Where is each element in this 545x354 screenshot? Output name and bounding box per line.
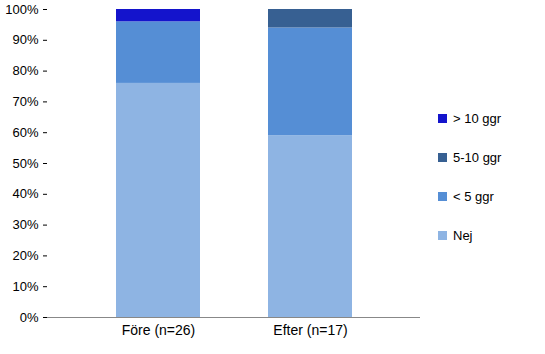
html-text:Nej: Nej bbox=[453, 228, 473, 243]
svg-text:0%: 0% bbox=[20, 310, 39, 325]
svg-text:30%: 30% bbox=[12, 217, 38, 232]
svg-text:80%: 80% bbox=[12, 63, 38, 78]
svg-text:50%: 50% bbox=[12, 156, 38, 171]
svg-text:40%: 40% bbox=[12, 186, 38, 201]
html-text:< 5 ggr: < 5 ggr bbox=[453, 189, 494, 204]
svg-text:10%: 10% bbox=[12, 279, 38, 294]
svg-text:70%: 70% bbox=[12, 94, 38, 109]
svg-text:100%: 100% bbox=[5, 2, 39, 17]
svg-text:Efter (n=17): Efter (n=17) bbox=[273, 322, 347, 338]
html-text:5-10 ggr: 5-10 ggr bbox=[453, 150, 502, 165]
html-text:> 10 ggr: > 10 ggr bbox=[453, 111, 502, 126]
svg-text:60%: 60% bbox=[12, 125, 38, 140]
svg-text:90%: 90% bbox=[12, 32, 38, 47]
svg-text:20%: 20% bbox=[12, 248, 38, 263]
svg-text:Före (n=26): Före (n=26) bbox=[122, 322, 196, 338]
